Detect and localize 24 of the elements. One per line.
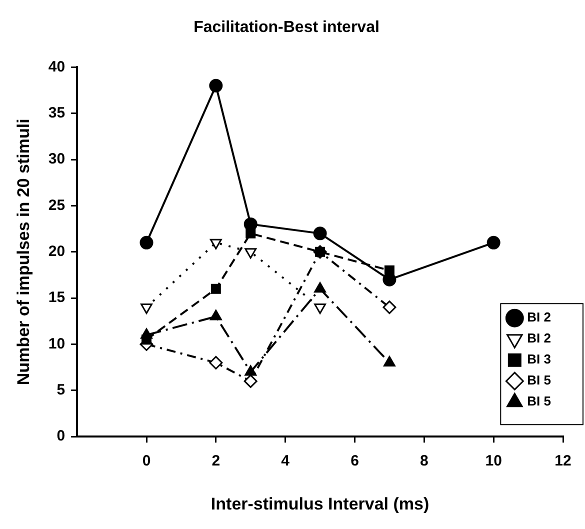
x-tick-label: 8 bbox=[420, 452, 428, 470]
y-axis-title: Number of impulses in 20 stimuli bbox=[14, 118, 33, 386]
y-tick-label: 40 bbox=[48, 58, 66, 76]
x-tick-label: 0 bbox=[142, 452, 151, 470]
x-axis-title: Inter-stimulus Interval (ms) bbox=[210, 494, 430, 514]
y-tick-label: 10 bbox=[48, 335, 66, 352]
x-tick-label: 6 bbox=[350, 452, 359, 470]
y-tick-label: 20 bbox=[48, 243, 66, 260]
x-tick-label: 12 bbox=[554, 452, 572, 470]
x-tick-label: 4 bbox=[281, 452, 290, 470]
legend-label: BI 5 bbox=[527, 372, 551, 388]
legend-label: BI 2 bbox=[527, 330, 551, 346]
y-tick-label: 5 bbox=[56, 382, 66, 399]
y-tick-label: 25 bbox=[48, 196, 66, 214]
y-tick-label: 30 bbox=[48, 150, 66, 168]
y-tick-label: 35 bbox=[48, 104, 66, 122]
y-tick-label: 0 bbox=[56, 428, 66, 445]
legend-label: BI 2 bbox=[527, 310, 551, 325]
legend-label: BI 5 bbox=[527, 394, 551, 409]
chart-title: Facilitation-Best interval bbox=[194, 19, 380, 36]
y-tick-label: 15 bbox=[48, 289, 66, 306]
x-tick-label: 2 bbox=[212, 452, 220, 470]
legend-label: BI 3 bbox=[527, 352, 551, 367]
x-tick-label: 10 bbox=[485, 452, 502, 470]
